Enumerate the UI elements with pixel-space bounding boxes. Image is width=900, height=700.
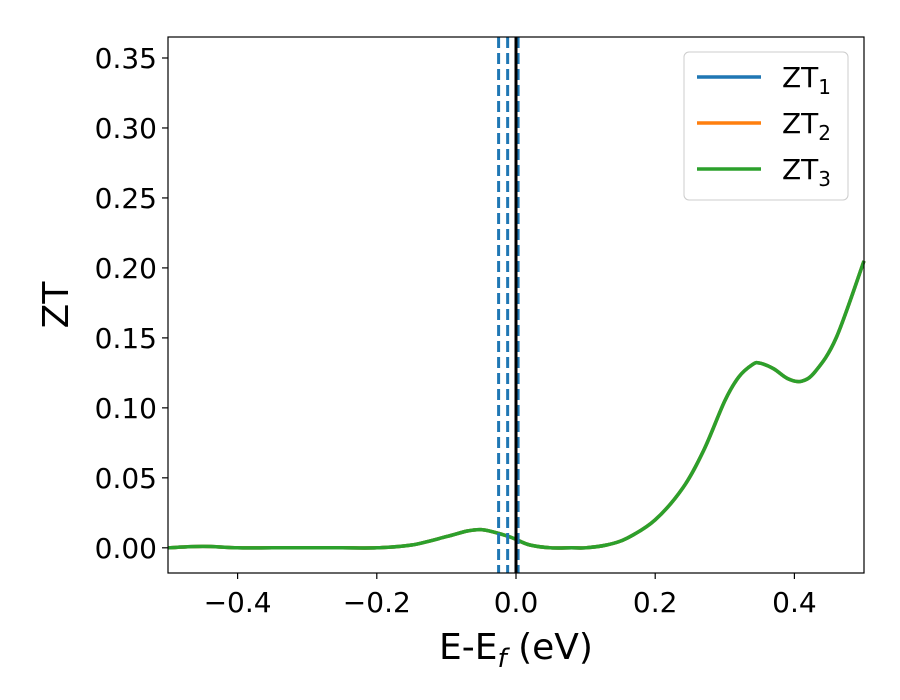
x-axis-label: E-Ef (eV) bbox=[439, 627, 593, 674]
y-ticks: 0.00 0.05 0.10 0.15 0.20 0.25 0.30 0.35 bbox=[95, 42, 168, 565]
legend-label-1: ZT1 bbox=[782, 61, 831, 99]
y-tick-label: 0.20 bbox=[95, 252, 157, 285]
x-tick-label: −0.2 bbox=[343, 586, 411, 619]
x-tick-label: 0.0 bbox=[494, 586, 539, 619]
y-tick-label: 0.15 bbox=[95, 322, 157, 355]
plot-content bbox=[167, 37, 866, 573]
y-tick-label: 0.00 bbox=[95, 532, 157, 565]
y-tick-label: 0.10 bbox=[95, 392, 157, 425]
y-axis-label: ZT bbox=[36, 281, 77, 329]
y-tick-label: 0.30 bbox=[95, 112, 157, 145]
x-tick-label: 0.4 bbox=[772, 586, 817, 619]
legend-label-3: ZT3 bbox=[782, 153, 831, 191]
x-axis-label-unit: (eV) bbox=[507, 627, 593, 668]
legend: ZT1 ZT2 ZT3 bbox=[683, 51, 849, 201]
y-tick-label: 0.05 bbox=[95, 462, 157, 495]
y-tick-label: 0.25 bbox=[95, 182, 157, 215]
legend-label-2: ZT2 bbox=[782, 107, 831, 145]
y-tick-label: 0.35 bbox=[95, 42, 157, 75]
legend-box bbox=[683, 51, 849, 201]
x-tick-label: −0.4 bbox=[204, 586, 272, 619]
x-ticks: −0.4 −0.2 0.0 0.2 0.4 bbox=[204, 573, 817, 619]
series-line-3 bbox=[167, 260, 866, 550]
x-tick-label: 0.2 bbox=[633, 586, 678, 619]
